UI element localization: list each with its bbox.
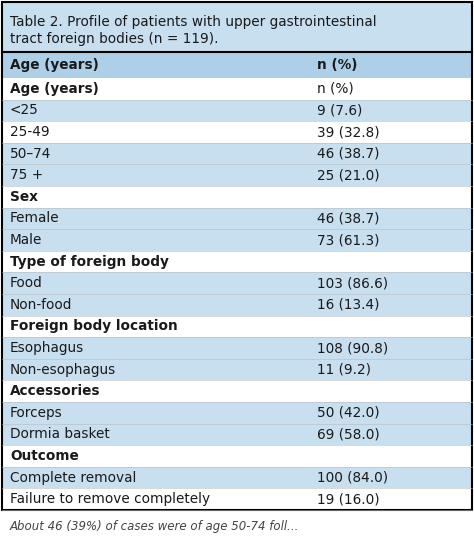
Text: Failure to remove completely: Failure to remove completely: [10, 492, 210, 506]
Text: 50–74: 50–74: [10, 147, 51, 161]
Text: 25-49: 25-49: [10, 125, 50, 139]
Bar: [2, 229, 472, 251]
Text: 11 (9.2): 11 (9.2): [317, 362, 371, 377]
Text: n (%): n (%): [317, 82, 354, 96]
Bar: [2, 251, 472, 272]
Text: Sex: Sex: [10, 190, 38, 204]
Text: Non-esophagus: Non-esophagus: [10, 362, 116, 377]
Text: 16 (13.4): 16 (13.4): [317, 298, 380, 312]
Text: Forceps: Forceps: [10, 406, 63, 420]
Bar: [2, 337, 472, 359]
Text: 73 (61.3): 73 (61.3): [317, 233, 380, 247]
Bar: [2, 424, 472, 445]
Text: 46 (38.7): 46 (38.7): [317, 147, 380, 161]
Text: Foreign body location: Foreign body location: [10, 320, 178, 333]
Bar: [2, 207, 472, 229]
Text: 19 (16.0): 19 (16.0): [317, 492, 380, 506]
Bar: [2, 445, 472, 467]
Bar: [2, 121, 472, 143]
Text: 69 (58.0): 69 (58.0): [317, 427, 380, 442]
Text: Male: Male: [10, 233, 42, 247]
Text: Age (years): Age (years): [10, 58, 99, 72]
Text: Esophagus: Esophagus: [10, 341, 84, 355]
Bar: [2, 78, 472, 100]
Bar: [2, 164, 472, 186]
Bar: [2, 402, 472, 424]
Bar: [2, 381, 472, 402]
Text: Female: Female: [10, 211, 60, 226]
Bar: [2, 294, 472, 316]
Text: 25 (21.0): 25 (21.0): [317, 168, 380, 182]
Text: Accessories: Accessories: [10, 384, 100, 398]
Text: Outcome: Outcome: [10, 449, 79, 463]
Text: 100 (84.0): 100 (84.0): [317, 471, 388, 485]
Text: About 46 (39%) of cases were of age 50-74 foll...: About 46 (39%) of cases were of age 50-7…: [10, 520, 300, 533]
Text: Complete removal: Complete removal: [10, 471, 137, 485]
Text: 39 (32.8): 39 (32.8): [317, 125, 380, 139]
Text: Food: Food: [10, 276, 43, 290]
Text: 75 +: 75 +: [10, 168, 43, 182]
Bar: [2, 100, 472, 121]
Bar: [2, 272, 472, 294]
Text: Dormia basket: Dormia basket: [10, 427, 110, 442]
Text: Non-food: Non-food: [10, 298, 73, 312]
Text: 108 (90.8): 108 (90.8): [317, 341, 388, 355]
Bar: [2, 467, 472, 488]
Bar: [2, 2, 472, 52]
Bar: [2, 52, 472, 78]
Bar: [2, 186, 472, 207]
Bar: [2, 488, 472, 510]
Text: 9 (7.6): 9 (7.6): [317, 103, 363, 117]
Text: 50 (42.0): 50 (42.0): [317, 406, 380, 420]
Text: 46 (38.7): 46 (38.7): [317, 211, 380, 226]
Text: 103 (86.6): 103 (86.6): [317, 276, 388, 290]
Bar: [2, 143, 472, 164]
Text: n (%): n (%): [317, 58, 357, 72]
Bar: [2, 359, 472, 381]
Bar: [2, 316, 472, 337]
Text: <25: <25: [10, 103, 39, 117]
Text: Age (years): Age (years): [10, 82, 99, 96]
Text: Type of foreign body: Type of foreign body: [10, 255, 169, 268]
Text: tract foreign bodies (n = 119).: tract foreign bodies (n = 119).: [10, 32, 219, 46]
Text: Table 2. Profile of patients with upper gastrointestinal: Table 2. Profile of patients with upper …: [10, 15, 377, 29]
